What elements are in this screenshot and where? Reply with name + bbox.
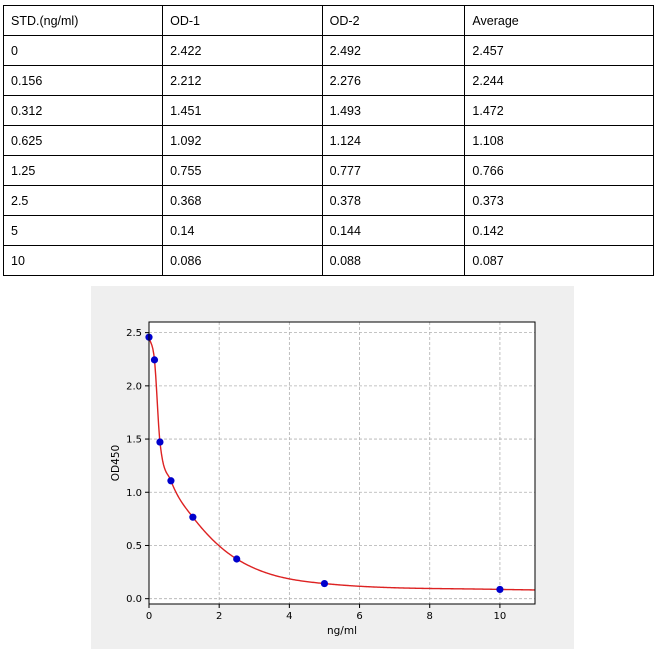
table-row: 5 0.14 0.144 0.142 [2, 215, 654, 246]
table-cell: 0.373 [464, 185, 654, 216]
table-cell: 1.451 [162, 95, 323, 126]
table-row: 0 2.422 2.492 2.457 [2, 35, 654, 66]
fit-curve-layer [148, 337, 536, 591]
table-cell: 0.766 [464, 155, 654, 186]
table-header-cell: OD-2 [321, 5, 466, 36]
table-header-cell: Average [464, 5, 654, 36]
data-point [150, 356, 159, 364]
table-row: 0.312 1.451 1.493 1.472 [2, 95, 654, 126]
table-cell: 2.244 [464, 65, 654, 96]
table-cell: 0 [2, 35, 164, 66]
data-point [496, 585, 504, 594]
data-point [167, 477, 175, 485]
y-tick-label: 2.0 [126, 381, 142, 392]
table-row: 0.156 2.212 2.276 2.244 [2, 65, 654, 96]
x-tick-label: 0 [146, 611, 152, 622]
table-cell: 2.492 [321, 35, 466, 66]
table-cell: 1.472 [464, 95, 654, 126]
table-cell: 1.124 [321, 125, 466, 156]
chart-svg: 0 2 4 6 8 10 0.0 0.5 1.0 1.5 2.0 2.5 ng/ml OD450 [110, 321, 536, 637]
table-cell: 1.25 [2, 155, 164, 186]
x-axis-ticks: 0 2 4 6 8 10 [146, 604, 506, 622]
table-header-row: STD.(ng/ml) OD-1 OD-2 Average [2, 5, 654, 36]
table-cell: 1.092 [162, 125, 323, 156]
table-cell: 1.108 [464, 125, 654, 156]
table-cell: 0.144 [321, 215, 466, 246]
table-cell: 0.755 [162, 155, 323, 186]
table-cell: 2.457 [464, 35, 654, 66]
table-cell: 0.312 [2, 95, 164, 126]
y-tick-label: 2.5 [126, 328, 142, 339]
x-tick-label: 2 [216, 611, 222, 622]
table-cell: 5 [2, 215, 164, 246]
y-axis-label: OD450 [110, 445, 122, 481]
table-cell: 2.5 [2, 185, 164, 216]
x-axis-label: ng/ml [327, 625, 357, 637]
table-row: 10 0.086 0.088 0.087 [2, 245, 654, 276]
table-header-cell: OD-1 [162, 5, 323, 36]
table-header-cell: STD.(ng/ml) [2, 5, 164, 36]
x-tick-label: 6 [356, 611, 362, 622]
table-cell: 0.142 [464, 215, 654, 246]
y-tick-label: 0.0 [126, 594, 142, 605]
plot-area [149, 322, 535, 604]
x-tick-label: 8 [427, 611, 433, 622]
table-cell: 0.378 [321, 185, 466, 216]
table-row: 2.5 0.368 0.378 0.373 [2, 185, 654, 216]
standard-curve-table: STD.(ng/ml) OD-1 OD-2 Average 0 2.422 2.492 2.4… [2, 5, 654, 276]
table-cell: 0.088 [321, 245, 466, 276]
plot-frame [148, 321, 536, 605]
data-point [233, 555, 241, 563]
table-cell: 2.212 [162, 65, 323, 96]
table-cell: 0.086 [162, 245, 323, 276]
y-axis-ticks: 0.0 0.5 1.0 1.5 2.0 2.5 [126, 328, 149, 605]
x-tick-label: 4 [286, 611, 292, 622]
table-cell: 2.422 [162, 35, 323, 66]
table-cell: 0.368 [162, 185, 323, 216]
table-cell: 0.156 [2, 65, 164, 96]
table-cell: 0.777 [321, 155, 466, 186]
y-tick-label: 0.5 [126, 541, 142, 552]
table-cell: 1.493 [321, 95, 466, 126]
table-row: 0.625 1.092 1.124 1.108 [2, 125, 654, 156]
table-cell: 0.625 [2, 125, 164, 156]
standard-curve-chart: 0 2 4 6 8 10 0.0 0.5 1.0 1.5 2.0 2.5 ng/ml OD450 [91, 286, 574, 649]
table-cell: 0.14 [162, 215, 323, 246]
table-cell: 10 [2, 245, 164, 276]
grid-lines [148, 322, 535, 604]
y-tick-label: 1.5 [126, 435, 142, 446]
data-point [156, 438, 164, 446]
table-cell: 0.087 [464, 245, 654, 276]
table-row: 1.25 0.755 0.777 0.766 [2, 155, 654, 186]
x-tick-label: 10 [494, 611, 507, 622]
data-point [189, 513, 197, 521]
y-tick-label: 1.0 [126, 488, 142, 499]
data-point [320, 579, 329, 588]
table-cell: 2.276 [321, 65, 466, 96]
fit-curve [148, 337, 536, 591]
